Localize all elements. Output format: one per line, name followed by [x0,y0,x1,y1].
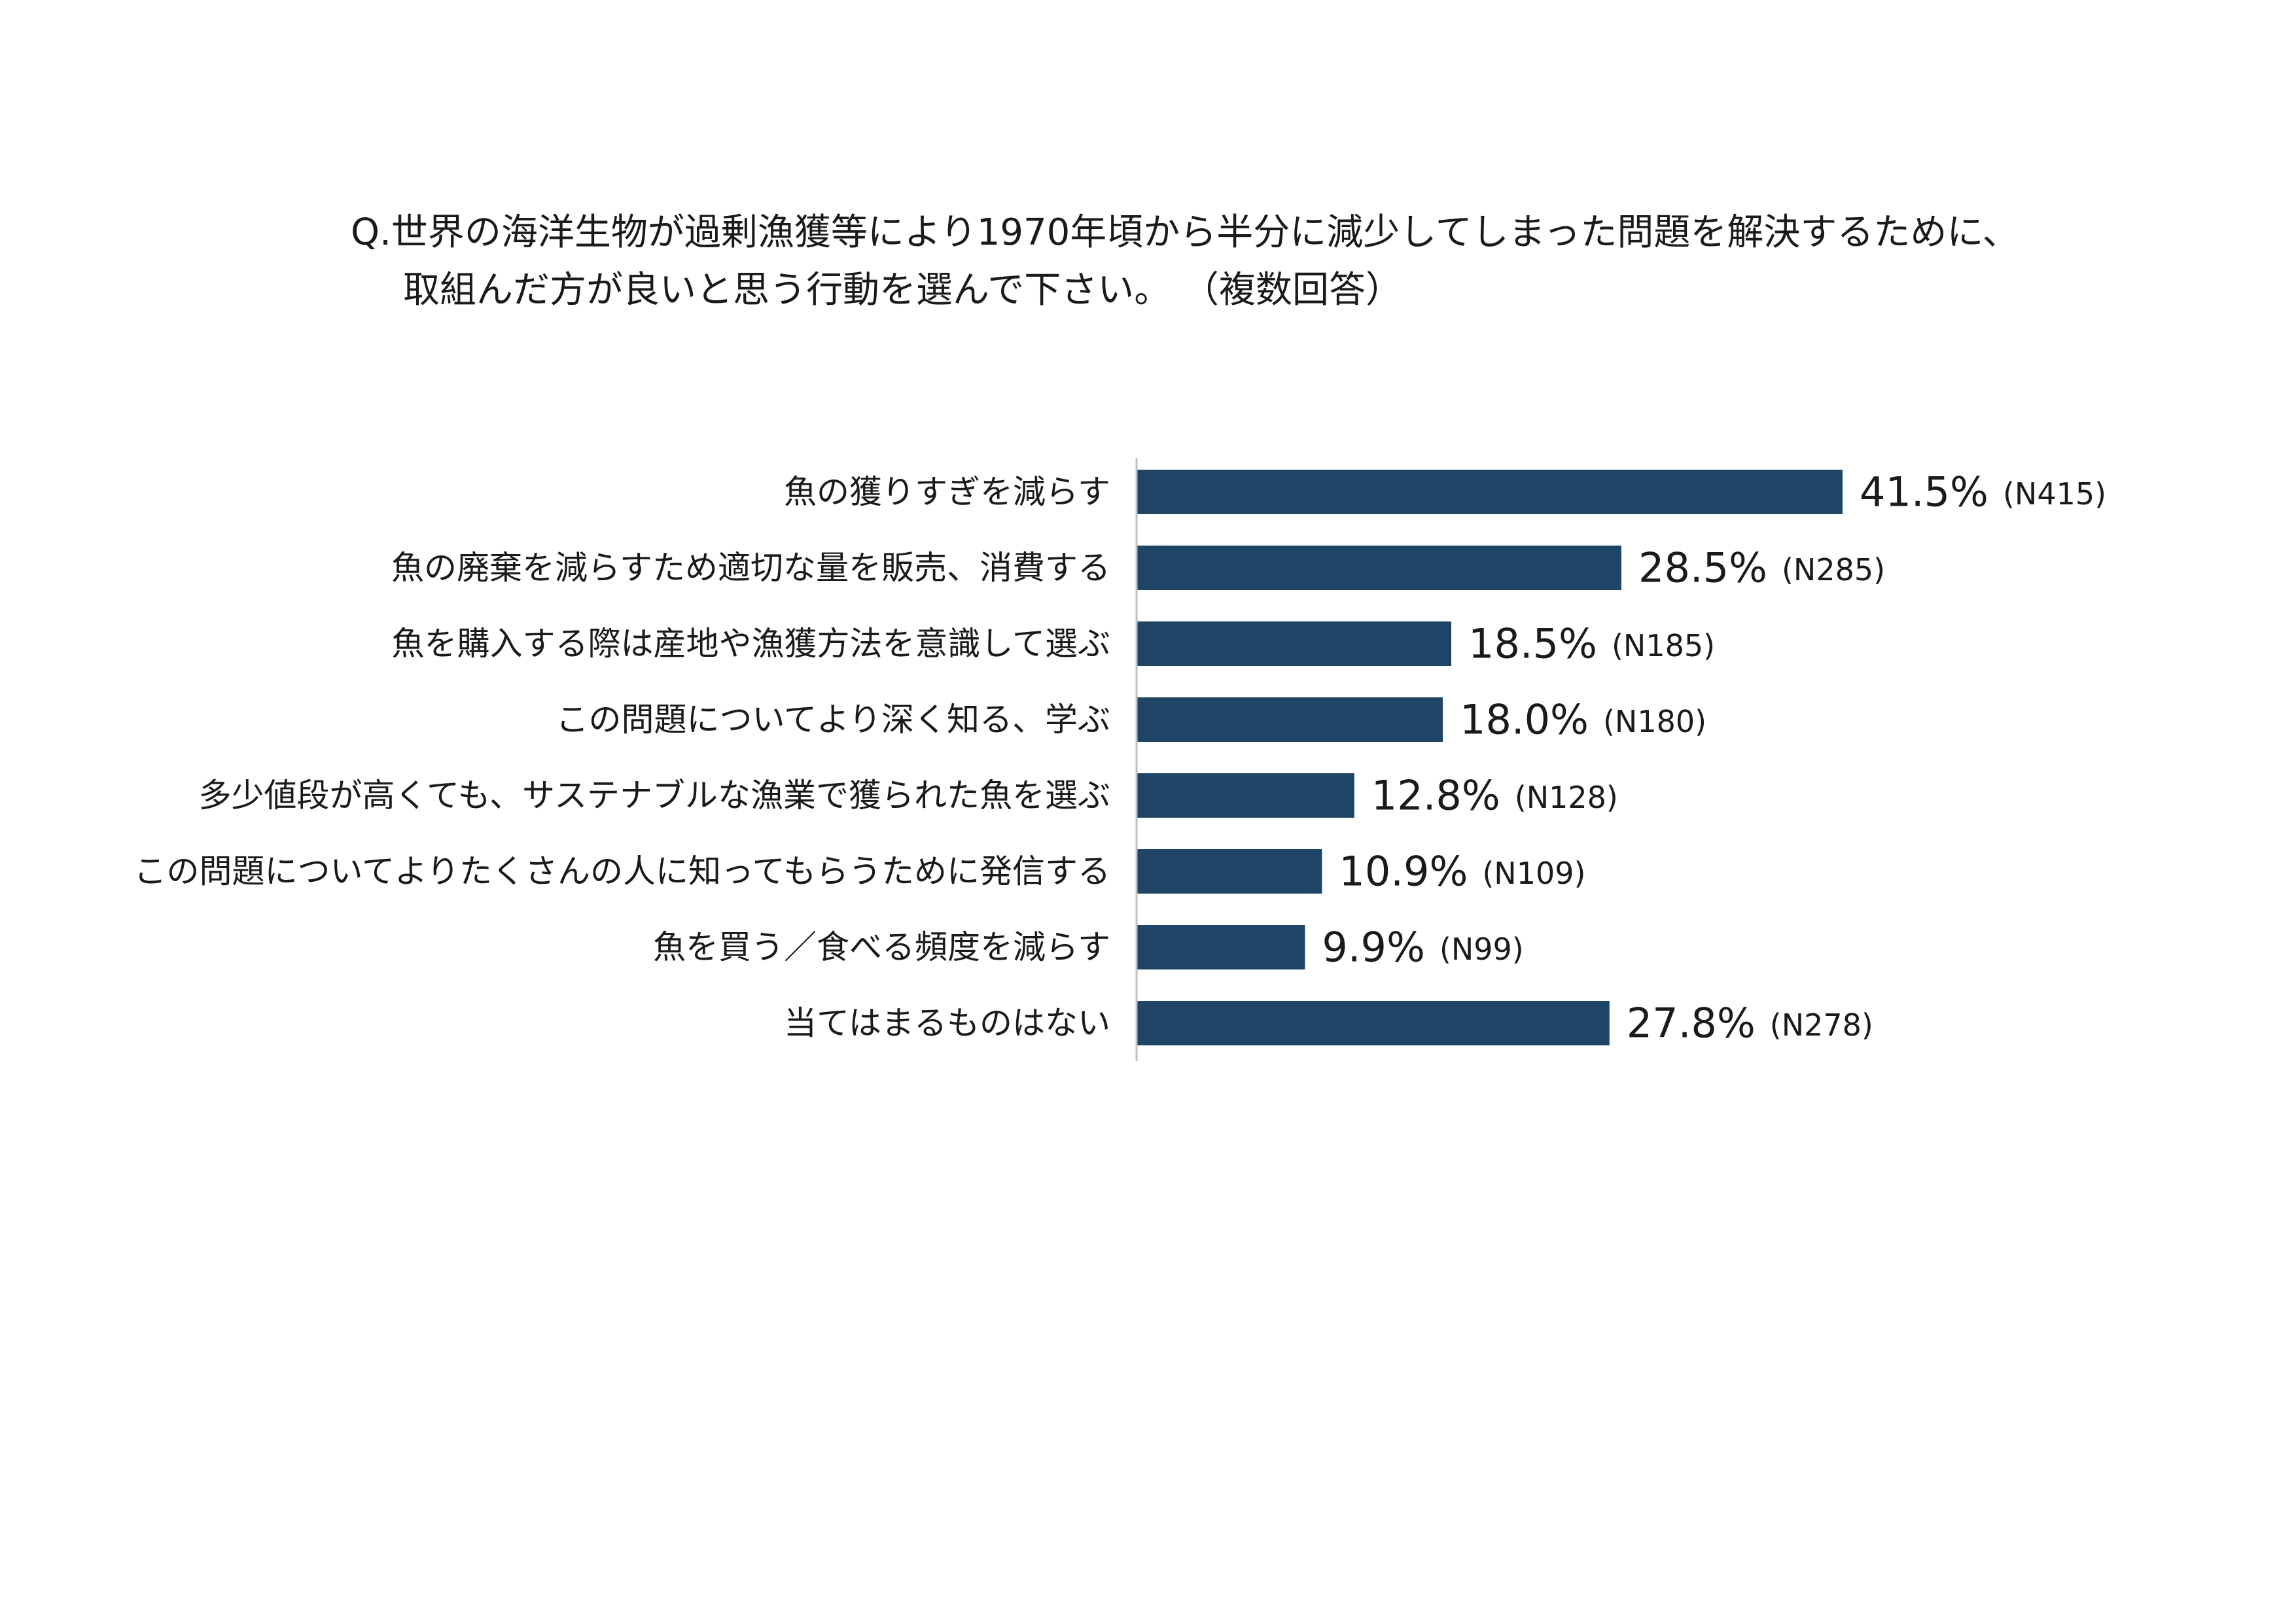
value-label: 18.5% [1468,620,1597,668]
question-line-1: Q.世界の海洋生物が過剰漁獲等により1970年頃から半分に減少してしまった問題を… [351,211,2019,254]
value-label: 18.0% [1460,696,1589,744]
value-label: 27.8% [1627,1000,1756,1047]
category-label: 魚の獲りすぎを減らす [784,473,1110,511]
bar [1137,925,1305,969]
bar [1137,470,1843,514]
n-label: (N185) [1612,628,1715,663]
n-label: (N415) [2003,476,2106,512]
value-label: 10.9% [1339,848,1468,896]
category-label: 多少値段が高くても、サステナブルな漁業で獲られた魚を選ぶ [199,777,1111,814]
n-label: (N128) [1515,780,1618,815]
n-label: (N99) [1439,932,1524,967]
category-label: この問題についてより深く知る、学ぶ [556,701,1111,739]
value-label: 9.9% [1322,924,1425,971]
bar [1137,1001,1610,1045]
bar [1137,621,1451,666]
bar [1137,546,1621,590]
category-label: 当てはまるものはない [784,1004,1110,1042]
question-line-2: 取組んだ方が良いと思う行動を選んで下さい。 （複数回答） [403,269,1403,311]
n-label: (N180) [1603,704,1706,739]
category-label: 魚の廃棄を減らすため適切な量を販売、消費する [391,549,1110,587]
bar [1137,849,1322,894]
n-label: (N278) [1770,1007,1873,1043]
category-label: 魚を買う／食べる頻度を減らす [653,928,1110,966]
n-label: (N285) [1782,552,1885,587]
value-label: 41.5% [1860,468,1988,516]
value-label: 12.8% [1371,772,1500,820]
bar [1137,773,1354,818]
bars-group: 魚の獲りすぎを減らす 41.5% (N415) 魚の廃棄を減らすため適切な量を販売、消… [134,468,2107,1047]
value-label: 28.5% [1638,544,1767,592]
category-label: この問題についてよりたくさんの人に知ってもらうために発信する [134,852,1111,890]
bar [1137,697,1443,742]
question-text: Q.世界の海洋生物が過剰漁獲等により1970年頃から半分に減少してしまった問題を… [351,204,2019,319]
category-label: 魚を購入する際は産地や漁獲方法を意識して選ぶ [392,625,1111,663]
n-label: (N109) [1482,856,1585,891]
